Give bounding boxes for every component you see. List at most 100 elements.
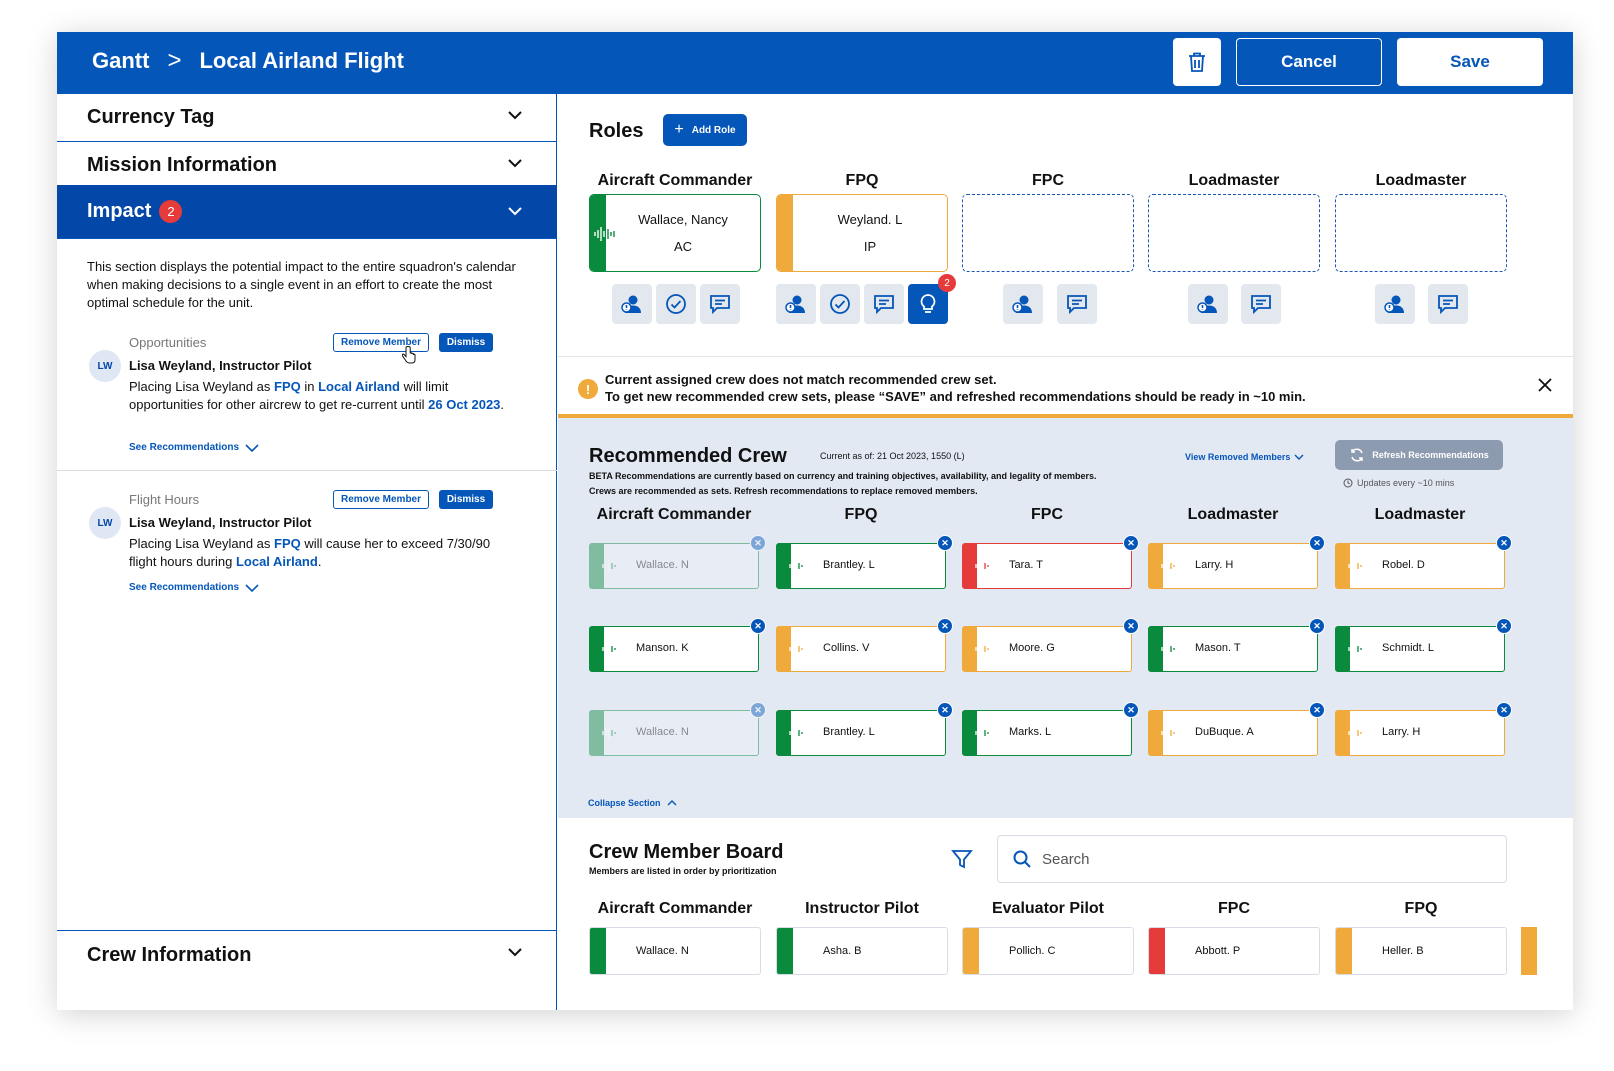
status-bar <box>1336 627 1366 671</box>
remove-icon[interactable]: ✕ <box>1496 702 1512 718</box>
comment-button[interactable] <box>864 284 904 324</box>
rec-member-card[interactable]: Wallace. N ✕ <box>589 702 766 756</box>
board-member-card[interactable]: Abbott. P <box>1148 927 1320 975</box>
board-member-card[interactable]: Asha. B <box>776 927 948 975</box>
rec-member-card[interactable]: Larry. H ✕ <box>1335 702 1512 756</box>
member-info-button[interactable] <box>1375 284 1415 324</box>
member-name: Marks. L <box>1009 726 1052 738</box>
view-removed-members-dropdown[interactable]: View Removed Members <box>1185 452 1304 462</box>
accordion-currency-tag[interactable]: Currency Tag <box>57 94 557 142</box>
filter-icon[interactable] <box>951 848 973 870</box>
remove-member-button[interactable]: Remove Member <box>333 333 429 352</box>
accordion-mission-information[interactable]: Mission Information <box>57 142 557 190</box>
search-input[interactable]: Search <box>997 835 1507 883</box>
role-header: Aircraft Commander <box>597 172 753 189</box>
rec-member-card[interactable]: Collins. V ✕ <box>776 618 953 672</box>
signal-icon <box>789 643 803 655</box>
remove-icon[interactable]: ✕ <box>1123 535 1139 551</box>
accordion-impact[interactable]: Impact 2 <box>57 185 557 239</box>
collapse-section-link[interactable]: Collapse Section <box>588 798 677 808</box>
check-circle-icon <box>830 294 850 314</box>
delete-button[interactable] <box>1173 38 1221 86</box>
rec-member-card[interactable]: Tara. T ✕ <box>962 535 1139 589</box>
status-bar <box>590 928 606 974</box>
board-member-card[interactable]: Pollich. C <box>962 927 1134 975</box>
user-alert-icon <box>1012 295 1032 313</box>
board-member-card[interactable]: Heller. B <box>1335 927 1507 975</box>
recommendation-button[interactable]: 2 <box>908 274 956 324</box>
rec-member-card[interactable]: Schmidt. L ✕ <box>1335 618 1512 672</box>
board-member-card[interactable]: Wallace. N <box>589 927 761 975</box>
status-bar <box>590 544 620 588</box>
member-info-button[interactable] <box>776 284 816 324</box>
rec-member-card[interactable]: Brantley. L ✕ <box>776 702 953 756</box>
signal-icon <box>1348 643 1362 655</box>
close-icon[interactable] <box>1537 377 1553 393</box>
accordion-title: Currency Tag <box>87 106 215 128</box>
remove-icon[interactable]: ✕ <box>750 535 766 551</box>
remove-icon[interactable]: ✕ <box>750 618 766 634</box>
remove-icon[interactable]: ✕ <box>937 535 953 551</box>
roles-title: Roles <box>589 120 644 142</box>
dismiss-button[interactable]: Dismiss <box>439 490 493 509</box>
breadcrumb-gantt[interactable]: Gantt <box>92 48 150 73</box>
approve-button[interactable] <box>656 284 696 324</box>
rec-member-card[interactable]: Moore. G ✕ <box>962 618 1139 672</box>
remove-icon[interactable]: ✕ <box>1123 618 1139 634</box>
status-bar <box>777 195 793 271</box>
comment-icon <box>1438 295 1458 314</box>
rec-member-card[interactable]: Mason. T ✕ <box>1148 618 1325 672</box>
remove-icon[interactable]: ✕ <box>1309 535 1325 551</box>
approve-button[interactable] <box>820 284 860 324</box>
rec-member-card[interactable]: Marks. L ✕ <box>962 702 1139 756</box>
member-info-button[interactable] <box>1003 284 1043 324</box>
remove-icon[interactable]: ✕ <box>1123 702 1139 718</box>
rec-member-card[interactable]: Manson. K ✕ <box>589 618 766 672</box>
rec-member-card[interactable]: Wallace. N ✕ <box>589 535 766 589</box>
role-slot-loadmaster-empty[interactable] <box>1335 194 1507 272</box>
role-slot-fpq[interactable]: Weyland. L IP <box>776 194 948 272</box>
left-panel: Currency Tag Mission Information Impact … <box>57 94 557 1010</box>
see-recommendations-link[interactable]: See Recommendations <box>129 582 259 593</box>
board-column-header: Aircraft Commander <box>597 900 753 917</box>
member-info-button[interactable] <box>612 284 652 324</box>
refresh-recommendations-button[interactable]: Refresh Recommendations <box>1335 440 1503 470</box>
remove-icon[interactable]: ✕ <box>937 702 953 718</box>
role-slot-aircraft-commander[interactable]: Wallace, Nancy AC <box>589 194 761 272</box>
comment-button[interactable] <box>700 284 740 324</box>
add-role-button[interactable]: + Add Role <box>663 114 747 146</box>
assigned-member-name: Wallace, Nancy <box>638 212 728 227</box>
board-subtitle: Members are listed in order by prioritiz… <box>589 866 777 876</box>
comment-button[interactable] <box>1241 284 1281 324</box>
cancel-button[interactable]: Cancel <box>1236 38 1382 86</box>
rec-member-card[interactable]: Larry. H ✕ <box>1148 535 1325 589</box>
see-recommendations-link[interactable]: See Recommendations <box>129 442 259 453</box>
signal-icon <box>975 643 989 655</box>
remove-icon[interactable]: ✕ <box>1309 702 1325 718</box>
remove-icon[interactable]: ✕ <box>1496 535 1512 551</box>
rec-member-card[interactable]: DuBuque. A ✕ <box>1148 702 1325 756</box>
member-info-button[interactable] <box>1188 284 1228 324</box>
rec-member-card[interactable]: Brantley. L ✕ <box>776 535 953 589</box>
remove-icon[interactable]: ✕ <box>937 618 953 634</box>
signal-icon <box>1161 560 1175 572</box>
beta-note-2: Crews are recommended as sets. Refresh r… <box>589 486 978 496</box>
comment-button[interactable] <box>1057 284 1097 324</box>
remove-icon[interactable]: ✕ <box>1309 618 1325 634</box>
board-title: Crew Member Board <box>589 841 784 863</box>
impact-message: Placing Lisa Weyland as FPQ in Local Air… <box>129 379 505 412</box>
role-slot-fpc-empty[interactable] <box>962 194 1134 272</box>
assigned-member-code: IP <box>863 239 877 254</box>
remove-member-button[interactable]: Remove Member <box>333 490 429 509</box>
save-button[interactable]: Save <box>1397 38 1543 86</box>
role-slot-loadmaster-empty[interactable] <box>1148 194 1320 272</box>
signal-icon <box>789 560 803 572</box>
rec-member-card[interactable]: Robel. D ✕ <box>1335 535 1512 589</box>
remove-icon[interactable]: ✕ <box>750 702 766 718</box>
comment-button[interactable] <box>1428 284 1468 324</box>
remove-icon[interactable]: ✕ <box>1496 618 1512 634</box>
accordion-crew-information[interactable]: Crew Information <box>57 930 557 980</box>
app-window: Gantt > Local Airland Flight Cancel Save… <box>57 32 1573 1010</box>
top-bar: Gantt > Local Airland Flight Cancel Save <box>57 32 1573 94</box>
dismiss-button[interactable]: Dismiss <box>439 333 493 352</box>
